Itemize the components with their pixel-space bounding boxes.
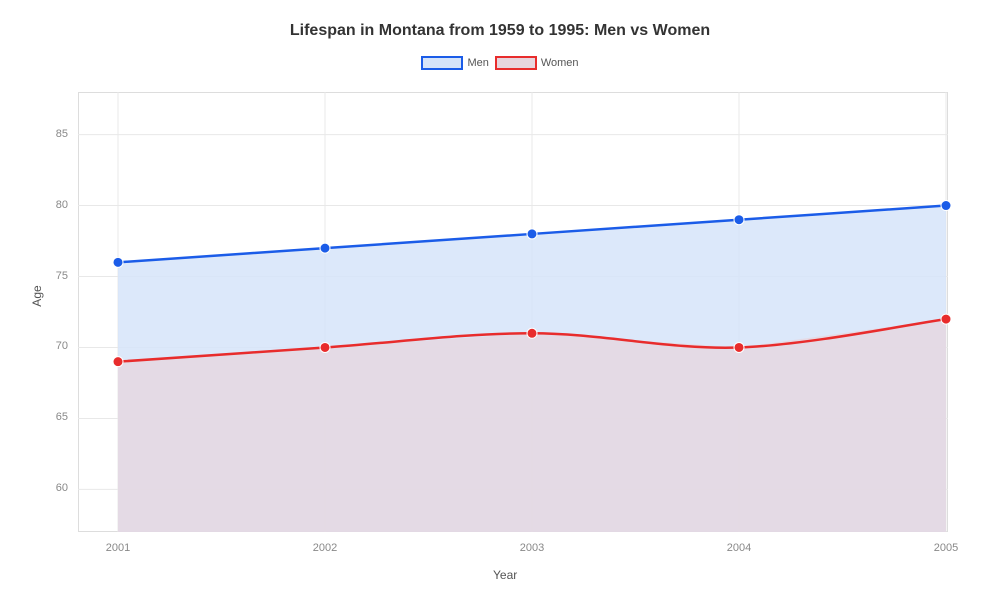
y-tick-label: 70 [38,340,68,352]
y-tick-label: 65 [38,411,68,423]
legend-swatch-women [495,56,537,70]
x-tick-label: 2005 [926,542,966,554]
chart-container: Lifespan in Montana from 1959 to 1995: M… [0,0,1000,600]
y-tick-label: 80 [38,199,68,211]
legend-item-men[interactable]: Men [421,56,488,70]
chart-title: Lifespan in Montana from 1959 to 1995: M… [0,0,1000,40]
legend-label-women: Women [541,57,579,69]
legend-swatch-men [421,56,463,70]
x-tick-label: 2002 [305,542,345,554]
legend: Men Women [0,56,1000,70]
legend-item-women[interactable]: Women [495,56,579,70]
x-tick-label: 2003 [512,542,552,554]
y-tick-label: 60 [38,482,68,494]
legend-label-men: Men [467,57,488,69]
x-axis-label: Year [493,568,517,582]
chart-svg [78,92,948,532]
x-tick-label: 2001 [98,542,138,554]
y-tick-label: 85 [38,128,68,140]
x-tick-label: 2004 [719,542,759,554]
y-tick-label: 75 [38,270,68,282]
plot-area [78,92,948,532]
